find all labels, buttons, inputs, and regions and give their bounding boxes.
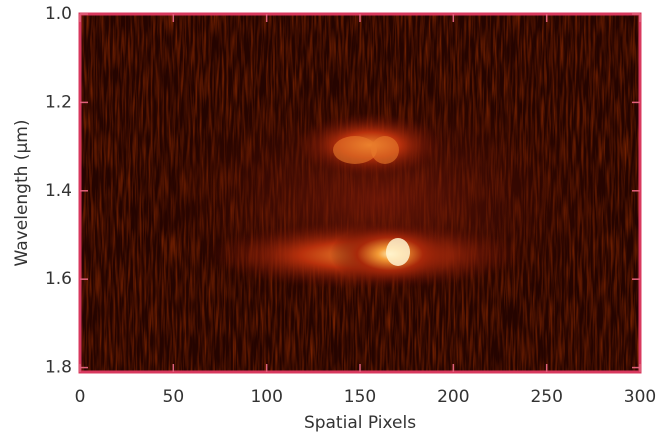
x-tick-label: 200	[437, 387, 469, 407]
y-axis-label: Wavelength (μm)	[12, 120, 32, 267]
x-tick-label: 0	[75, 387, 86, 407]
x-axis-label: Spatial Pixels	[304, 413, 416, 433]
y-tick-label: 1.6	[45, 269, 72, 289]
x-tick-label: 250	[530, 387, 562, 407]
x-tick-label: 300	[624, 387, 656, 407]
y-tick-label: 1.4	[45, 181, 72, 201]
spectral-image	[80, 14, 640, 372]
x-tick-label: 50	[163, 387, 185, 407]
y-tick-label: 1.8	[45, 358, 72, 378]
x-tick-label: 100	[250, 387, 282, 407]
y-tick-label: 1.0	[45, 4, 72, 24]
y-tick-label: 1.2	[45, 92, 72, 112]
x-tick-label: 150	[344, 387, 376, 407]
